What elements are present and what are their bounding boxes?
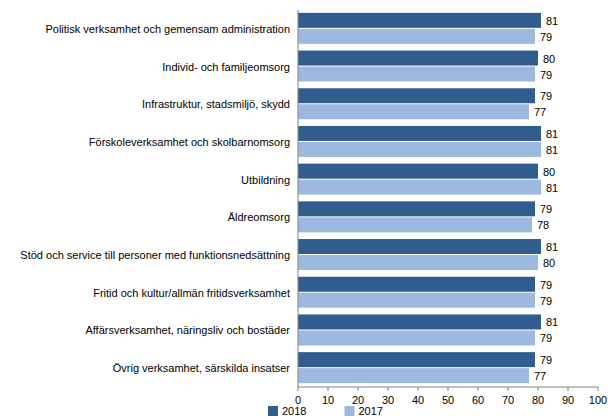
data-label: 79: [540, 279, 552, 291]
data-label: 78: [537, 219, 549, 231]
bar: [298, 142, 541, 157]
data-label: 81: [546, 15, 558, 27]
x-tick: [568, 387, 569, 391]
category-label: Äldreomsorg: [228, 211, 290, 223]
bar: [298, 88, 535, 103]
bar: [298, 126, 541, 141]
x-tick-label: 100: [589, 394, 607, 406]
bar: [298, 239, 541, 254]
category-label: Individ- och familjeomsorg: [162, 61, 290, 73]
bar: [298, 330, 535, 345]
data-label: 81: [546, 144, 558, 156]
data-label: 77: [534, 370, 546, 382]
data-label: 79: [540, 90, 552, 102]
x-tick: [328, 387, 329, 391]
x-tick: [418, 387, 419, 391]
bar: [298, 180, 541, 195]
data-label: 79: [540, 354, 552, 366]
data-label: 81: [546, 316, 558, 328]
data-label: 80: [543, 166, 555, 178]
x-tick-label: 10: [322, 394, 334, 406]
x-tick: [448, 387, 449, 391]
x-tick-label: 80: [532, 394, 544, 406]
data-label: 77: [534, 106, 546, 118]
data-label: 81: [546, 128, 558, 140]
legend-swatch: [268, 406, 278, 416]
legend: 2018 2017: [268, 405, 383, 417]
chart: 8179807979778181808179788180797981797977…: [0, 0, 613, 419]
data-label: 79: [540, 295, 552, 307]
category-label: Övrig verksamhet, särskilda insatser: [113, 362, 291, 374]
x-tick-label: 70: [502, 394, 514, 406]
bar: [298, 51, 538, 66]
legend-label: 2017: [358, 405, 382, 417]
bar: [298, 67, 535, 82]
bar: [298, 201, 535, 216]
data-label: 81: [546, 241, 558, 253]
data-label: 79: [540, 203, 552, 215]
x-tick: [598, 387, 599, 391]
data-label: 79: [540, 332, 552, 344]
category-label: Utbildning: [241, 174, 290, 186]
x-tick-label: 90: [562, 394, 574, 406]
x-tick-label: 60: [472, 394, 484, 406]
bar: [298, 352, 535, 367]
legend-label: 2018: [282, 405, 306, 417]
legend-swatch: [344, 406, 354, 416]
data-label: 80: [543, 257, 555, 269]
x-tick: [478, 387, 479, 391]
bar: [298, 104, 529, 119]
data-label: 81: [546, 182, 558, 194]
x-tick: [298, 387, 299, 391]
x-tick: [388, 387, 389, 391]
category-label: Infrastruktur, stadsmiljö, skydd: [142, 98, 290, 110]
bar: [298, 13, 541, 28]
bars: [298, 13, 541, 383]
x-tick-label: 30: [382, 394, 394, 406]
x-tick: [508, 387, 509, 391]
category-label: Affärsverksamhet, näringsliv och bostäde…: [85, 324, 290, 336]
bar: [298, 255, 538, 270]
data-label: 79: [540, 69, 552, 81]
x-tick: [538, 387, 539, 391]
bar: [298, 314, 541, 329]
data-labels: 8179807979778181808179788180797981797977: [534, 15, 558, 382]
category-label: Förskoleverksamhet och skolbarnomsorg: [89, 136, 290, 148]
category-label: Fritid och kultur/allmän fritidsverksamh…: [93, 287, 290, 299]
bar: [298, 277, 535, 292]
bar: [298, 164, 538, 179]
bar: [298, 217, 532, 232]
bar: [298, 29, 535, 44]
category-label: Stöd och service till personer med funkt…: [20, 249, 290, 261]
data-label: 79: [540, 31, 552, 43]
x-tick-label: 40: [412, 394, 424, 406]
x-tick: [358, 387, 359, 391]
x-tick-label: 50: [442, 394, 454, 406]
bar: [298, 368, 529, 383]
y-axis-line: [298, 10, 299, 387]
category-label: Politisk verksamhet och gemensam adminis…: [45, 23, 290, 35]
bar: [298, 293, 535, 308]
data-label: 80: [543, 53, 555, 65]
